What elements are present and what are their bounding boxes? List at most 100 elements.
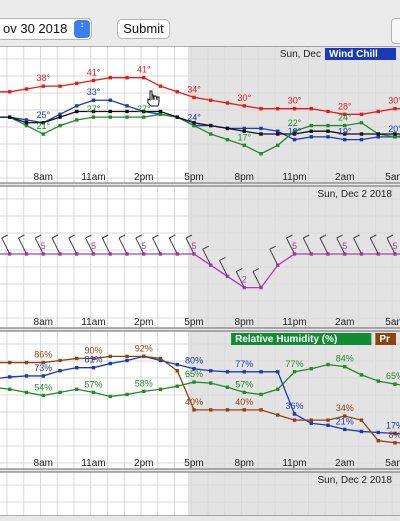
data-point — [41, 132, 45, 136]
data-label: 30° — [288, 96, 302, 106]
data-point — [276, 106, 280, 111]
wind-barb-flag — [269, 245, 276, 250]
night-shading — [188, 186, 400, 328]
hand-cursor-icon — [147, 90, 160, 107]
chart-3-series: 86% 90% 92% 40% 40% 34% 8% 73% 81% 80% 77% 36% 21% 17… — [0, 343, 400, 445]
data-label: 54% — [34, 382, 52, 392]
data-label: 21% — [336, 416, 354, 426]
legend-label: Relative Humidity (%) — [235, 334, 337, 345]
data-point — [276, 129, 280, 133]
data-point — [393, 135, 397, 139]
data-point — [242, 104, 246, 108]
panel-2: Sun, Dec 2 2018am8am11am2pm5pm8pm11pm2am… — [0, 185, 400, 329]
data-point — [108, 354, 112, 359]
legend-label: Wind Chill — [329, 49, 378, 60]
data-label: 5 — [392, 241, 397, 251]
toolbar-button-partial[interactable] — [391, 18, 400, 44]
data-point — [41, 121, 45, 125]
series-line — [0, 113, 400, 155]
data-label: 22° — [288, 118, 302, 128]
data-point — [192, 380, 196, 384]
data-point — [41, 393, 45, 398]
data-point — [343, 364, 347, 369]
series-line — [0, 355, 400, 444]
data-point — [276, 263, 280, 267]
data-point — [24, 360, 29, 365]
data-label: 86% — [34, 350, 52, 360]
series-line — [0, 77, 400, 115]
data-point — [242, 129, 246, 133]
data-label: 34° — [187, 84, 201, 94]
data-point — [276, 143, 280, 147]
data-label: 33° — [87, 87, 101, 97]
data-point — [343, 132, 347, 136]
data-point — [209, 263, 213, 267]
series-line — [0, 110, 400, 135]
data-label: 24° — [187, 113, 201, 123]
data-label: 2 — [242, 275, 247, 285]
data-point — [58, 369, 62, 373]
wind-barb-flag — [303, 234, 310, 239]
data-label: 57% — [84, 379, 102, 389]
data-label: 17% — [386, 421, 400, 431]
wind-barb — [336, 237, 346, 255]
data-label: 17° — [237, 132, 251, 142]
data-point — [8, 90, 12, 94]
legend-swatch — [325, 48, 396, 60]
date-select[interactable]: ov 30 2018 ↕ — [0, 18, 92, 40]
wind-barb — [152, 237, 161, 255]
wind-barb — [286, 237, 295, 255]
data-point — [192, 121, 196, 125]
data-point — [209, 132, 213, 136]
wind-barb-flag — [135, 234, 142, 239]
data-point — [192, 408, 196, 412]
data-point — [41, 84, 45, 88]
submit-button[interactable]: Submit — [117, 19, 170, 39]
data-label: 27° — [87, 104, 101, 114]
data-point — [58, 115, 62, 119]
data-point — [309, 135, 313, 139]
data-point — [326, 418, 330, 422]
wind-barb-flag — [169, 234, 176, 239]
data-label: 8% — [388, 430, 400, 440]
data-point — [209, 381, 213, 385]
data-point — [108, 361, 112, 366]
data-label: 20° — [388, 124, 400, 134]
wind-barb — [168, 237, 178, 255]
series-line — [0, 363, 400, 398]
x-tick-label: 11pm — [282, 172, 306, 183]
data-point — [209, 408, 213, 412]
wind-barb — [219, 260, 228, 277]
stepper-icon[interactable]: ↕ — [74, 20, 90, 38]
wind-barb — [386, 237, 396, 255]
data-point — [343, 427, 347, 432]
wind-barb-flag — [18, 234, 25, 239]
data-point — [326, 129, 330, 133]
wind-barb — [319, 237, 329, 255]
data-label: 40% — [185, 397, 203, 407]
x-tick-label: 8am — [34, 458, 53, 469]
data-point — [175, 362, 179, 367]
data-point — [24, 374, 29, 378]
panel-background — [0, 472, 188, 516]
data-point — [359, 373, 364, 377]
x-tick-label: 11am — [81, 458, 105, 469]
data-label: 5 — [141, 241, 146, 251]
data-point — [142, 76, 146, 80]
data-label: 5 — [41, 241, 46, 251]
data-label: 19° — [288, 127, 302, 137]
data-point — [91, 390, 96, 395]
data-label: 65% — [386, 371, 400, 381]
data-point — [142, 389, 146, 394]
data-point — [309, 418, 313, 422]
data-point — [326, 135, 330, 139]
data-point — [259, 126, 263, 131]
data-point — [209, 98, 213, 102]
legend-label: Pr — [379, 334, 390, 345]
data-label: 73% — [34, 363, 52, 373]
x-tick-label: 8pm — [235, 458, 254, 469]
data-point — [359, 121, 364, 125]
x-tick-label: 5pm — [184, 458, 203, 469]
data-point — [309, 106, 313, 111]
